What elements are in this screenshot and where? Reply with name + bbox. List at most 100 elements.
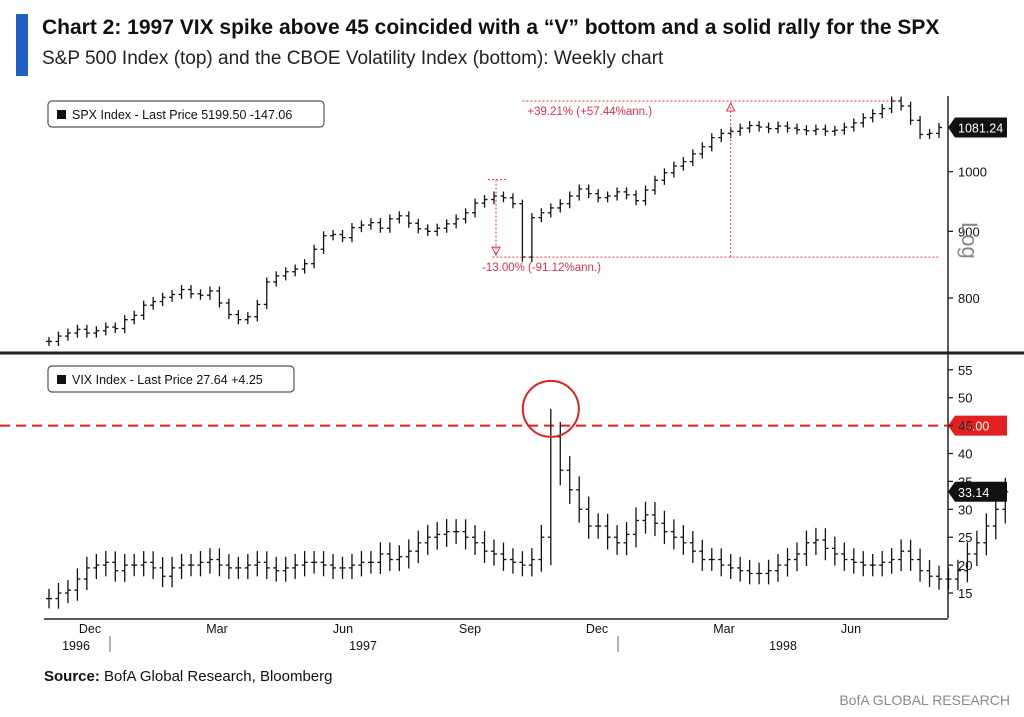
spx-bar: [339, 230, 346, 243]
vix-bar: [55, 582, 62, 609]
spx-bar: [93, 326, 100, 338]
vix-bar: [708, 548, 715, 571]
source-text: BofA Global Research, Bloomberg: [99, 668, 333, 685]
spx-bar: [102, 322, 109, 336]
vix-bar: [102, 551, 109, 577]
spx-bar: [576, 184, 583, 201]
spx-bar: [481, 195, 488, 208]
spx-annotations: +39.21% (+57.44%ann.) -13.00% (-91.12%ann…: [482, 100, 938, 274]
spx-bar: [131, 310, 138, 325]
spx-bar: [841, 122, 848, 135]
vix-bar: [500, 542, 507, 571]
vix-bar: [898, 539, 905, 572]
vix-bar: [803, 530, 810, 566]
drop-annotation-label: -13.00% (-91.12%ann.): [482, 262, 601, 274]
vix-last-value-label: 33.14: [958, 486, 989, 500]
spx-bar: [140, 300, 147, 320]
spx-bar: [623, 187, 630, 200]
rally-annotation-label: +39.21% (+57.44%ann.): [527, 106, 652, 118]
spx-legend: SPX Index - Last Price 5199.50 -147.06: [47, 100, 325, 128]
vix-bar: [945, 568, 952, 590]
vix-legend-swatch: [57, 375, 66, 384]
chart-title: Chart 2: 1997 VIX spike above 45 coincid…: [42, 16, 940, 39]
vix-bar: [879, 551, 886, 577]
vix-y-tick-label: 45: [958, 419, 972, 434]
vix-bar: [453, 519, 460, 545]
spx-bar: [689, 149, 696, 167]
vix-bar: [150, 551, 157, 579]
vix-bar: [907, 539, 914, 571]
spx-bar: [633, 190, 640, 206]
vix-y-tick-label: 40: [958, 447, 972, 462]
vix-bar: [358, 551, 365, 577]
vix-bar: [633, 507, 640, 548]
spx-bar: [472, 198, 479, 218]
x-axis-month-label: Mar: [713, 622, 735, 636]
vix-bar: [519, 551, 526, 577]
vix-bar: [831, 536, 838, 566]
spx-bar: [793, 123, 800, 135]
vix-bar: [93, 553, 100, 580]
vix-bar: [983, 513, 990, 556]
vix-bar: [254, 551, 261, 577]
vix-bar: [756, 562, 763, 585]
vix-bar: [992, 495, 999, 540]
spx-last-value-label: 1081.24: [958, 121, 1003, 135]
spx-bar: [557, 199, 564, 213]
vix-bar: [481, 531, 488, 563]
vix-bar: [822, 528, 829, 561]
vix-bar: [680, 525, 687, 555]
spx-bar: [301, 259, 308, 274]
vix-bar: [614, 525, 621, 555]
spx-y-tick-label: 800: [958, 291, 980, 306]
vix-legend-text: VIX Index - Last Price 27.64 +4.25: [72, 373, 263, 387]
vix-y-axis: 15202530354045505533.14: [948, 363, 1007, 601]
vix-bar: [83, 556, 90, 591]
spx-bar: [320, 231, 327, 254]
spx-bar: [424, 224, 431, 236]
title-accent-bar: [16, 14, 28, 76]
vix-bar: [339, 556, 346, 579]
vix-bar: [623, 522, 630, 556]
vix-bar: [131, 553, 138, 577]
source-label: Source:: [44, 668, 100, 685]
vix-bar: [159, 557, 166, 587]
vix-bar: [64, 580, 71, 604]
spx-bar: [614, 187, 621, 201]
spx-bar: [405, 211, 412, 228]
vix-bar: [121, 553, 128, 582]
spx-bar: [888, 96, 895, 114]
spx-bar: [737, 123, 744, 136]
vix-bar: [651, 502, 658, 537]
vix-bar: [386, 542, 393, 571]
vix-threshold-label: 45.00: [958, 420, 989, 434]
spx-bar: [178, 285, 185, 300]
vix-bar: [954, 559, 961, 590]
spx-bar: [206, 286, 213, 300]
vix-bar: [415, 530, 422, 564]
spx-bar: [311, 244, 318, 269]
vix-bar: [396, 545, 403, 572]
x-axis-month-label: Mar: [206, 622, 228, 636]
spx-legend-text: SPX Index - Last Price 5199.50 -147.06: [72, 108, 292, 122]
vix-bar: [670, 519, 677, 550]
chart-panels: [0, 96, 1024, 620]
spx-bar: [348, 223, 355, 243]
vix-bar: [434, 522, 441, 550]
spx-bar: [159, 292, 166, 307]
x-axis-year-label: 1996: [62, 639, 90, 653]
vix-bar: [197, 551, 204, 577]
vix-bar: [727, 554, 734, 579]
vix-bar: [689, 531, 696, 563]
spx-bar: [273, 271, 280, 287]
spx-bar: [244, 312, 251, 325]
vix-spike-highlight-circle: [521, 379, 580, 438]
spx-bar: [765, 122, 772, 134]
vix-bar: [509, 548, 516, 574]
spx-bar: [55, 331, 62, 346]
vix-y-tick-label: 15: [958, 586, 972, 601]
spx-bar: [528, 213, 535, 262]
spx-bar: [869, 109, 876, 123]
vix-bar: [604, 513, 611, 550]
